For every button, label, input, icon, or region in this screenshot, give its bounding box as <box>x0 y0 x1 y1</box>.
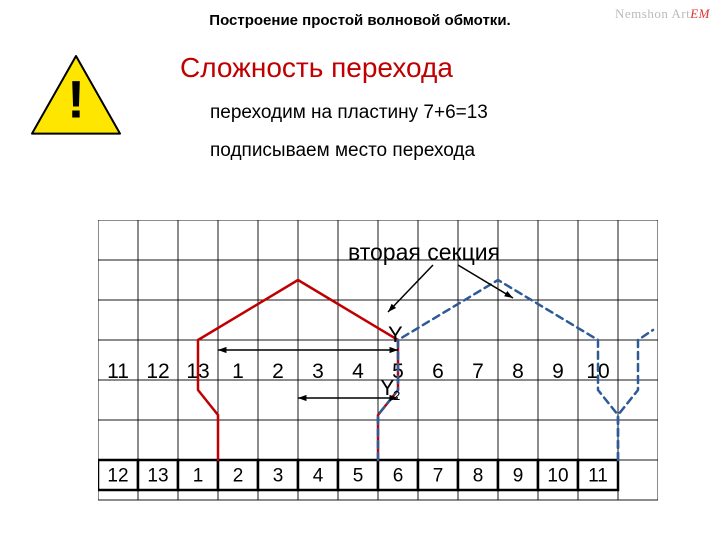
svg-text:10: 10 <box>547 466 568 487</box>
svg-text:1: 1 <box>232 360 244 383</box>
svg-text:11: 11 <box>588 466 608 487</box>
warning-icon: ! <box>28 52 124 138</box>
svg-text:3: 3 <box>312 360 324 383</box>
svg-text:6: 6 <box>432 360 444 383</box>
svg-text:вторая секция: вторая секция <box>348 239 500 265</box>
svg-text:5: 5 <box>353 466 364 487</box>
svg-text:2: 2 <box>393 388 400 403</box>
svg-text:12: 12 <box>146 360 169 383</box>
svg-text:4: 4 <box>313 466 324 487</box>
svg-text:8: 8 <box>473 466 484 487</box>
body-line-2: подписываем место перехода <box>210 140 475 162</box>
svg-text:6: 6 <box>393 466 404 487</box>
svg-text:7: 7 <box>472 360 484 383</box>
svg-text:9: 9 <box>513 466 524 487</box>
svg-text:7: 7 <box>433 466 444 487</box>
svg-text:13: 13 <box>147 466 168 487</box>
svg-text:8: 8 <box>512 360 524 383</box>
svg-text:12: 12 <box>107 466 128 487</box>
svg-text:Y: Y <box>388 322 403 347</box>
svg-text:1: 1 <box>193 466 204 487</box>
body-line-1: переходим на пластину 7+6=13 <box>210 102 488 124</box>
svg-text:!: ! <box>67 70 85 129</box>
svg-text:4: 4 <box>352 360 364 383</box>
page-title: Сложность перехода <box>180 52 453 84</box>
winding-diagram: 1112131234567891012131234567891011YY2вто… <box>98 220 658 520</box>
svg-text:9: 9 <box>552 360 564 383</box>
svg-text:2: 2 <box>272 360 284 383</box>
page-header: Построение простой волновой обмотки. <box>0 12 720 29</box>
svg-text:3: 3 <box>273 466 284 487</box>
svg-text:11: 11 <box>107 360 129 383</box>
svg-text:2: 2 <box>233 466 244 487</box>
